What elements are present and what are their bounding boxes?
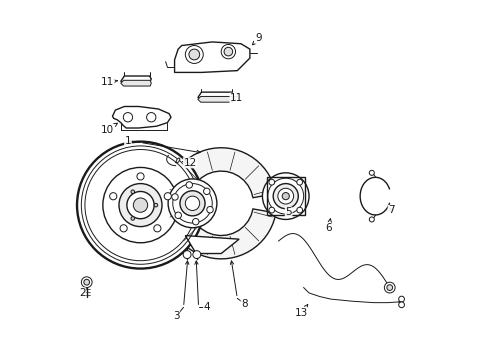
Text: 4: 4 bbox=[203, 302, 210, 312]
Circle shape bbox=[192, 251, 201, 258]
Polygon shape bbox=[185, 235, 239, 253]
Circle shape bbox=[203, 188, 209, 194]
Circle shape bbox=[109, 193, 117, 200]
Circle shape bbox=[180, 191, 204, 216]
Circle shape bbox=[146, 113, 156, 122]
Polygon shape bbox=[121, 80, 151, 86]
Text: 10: 10 bbox=[101, 123, 117, 135]
Text: 3: 3 bbox=[173, 311, 179, 321]
Polygon shape bbox=[112, 107, 171, 128]
Text: 8: 8 bbox=[241, 299, 247, 309]
Circle shape bbox=[398, 296, 404, 302]
Polygon shape bbox=[175, 158, 180, 163]
Polygon shape bbox=[165, 148, 275, 259]
Circle shape bbox=[224, 47, 232, 56]
Circle shape bbox=[368, 170, 373, 175]
Circle shape bbox=[154, 203, 158, 207]
Circle shape bbox=[131, 217, 134, 220]
Circle shape bbox=[175, 212, 181, 219]
Circle shape bbox=[81, 277, 92, 288]
Circle shape bbox=[137, 173, 144, 180]
Circle shape bbox=[268, 179, 274, 185]
Circle shape bbox=[386, 285, 392, 291]
Circle shape bbox=[185, 182, 192, 188]
Text: 13: 13 bbox=[295, 305, 308, 318]
Circle shape bbox=[221, 44, 235, 59]
Circle shape bbox=[171, 194, 178, 200]
Circle shape bbox=[185, 196, 199, 211]
Circle shape bbox=[296, 179, 302, 185]
Circle shape bbox=[126, 192, 154, 219]
Circle shape bbox=[282, 193, 289, 200]
Circle shape bbox=[120, 225, 127, 232]
Circle shape bbox=[77, 141, 203, 269]
Circle shape bbox=[268, 207, 274, 213]
Circle shape bbox=[133, 198, 147, 212]
Text: 12: 12 bbox=[182, 158, 196, 168]
Circle shape bbox=[153, 225, 161, 232]
Polygon shape bbox=[121, 76, 151, 83]
Circle shape bbox=[83, 279, 89, 285]
Circle shape bbox=[188, 49, 199, 60]
Circle shape bbox=[183, 251, 191, 258]
Text: 9: 9 bbox=[252, 33, 262, 45]
Circle shape bbox=[277, 188, 293, 204]
Circle shape bbox=[384, 282, 394, 293]
Polygon shape bbox=[198, 96, 233, 102]
Circle shape bbox=[168, 179, 217, 228]
Text: 5: 5 bbox=[285, 207, 291, 217]
Circle shape bbox=[273, 184, 298, 209]
Text: 6: 6 bbox=[325, 219, 331, 233]
Circle shape bbox=[123, 113, 132, 122]
Polygon shape bbox=[198, 92, 233, 99]
Circle shape bbox=[296, 207, 302, 213]
Circle shape bbox=[131, 190, 134, 194]
Circle shape bbox=[398, 302, 404, 308]
Circle shape bbox=[192, 219, 199, 225]
Circle shape bbox=[206, 207, 213, 213]
Circle shape bbox=[119, 184, 162, 226]
Text: 1: 1 bbox=[124, 136, 131, 145]
Circle shape bbox=[262, 173, 308, 220]
Text: 7: 7 bbox=[387, 206, 394, 216]
Text: 11: 11 bbox=[101, 77, 117, 87]
Circle shape bbox=[185, 45, 203, 63]
Circle shape bbox=[368, 217, 373, 222]
Circle shape bbox=[164, 193, 171, 200]
Text: 2: 2 bbox=[79, 288, 86, 298]
Polygon shape bbox=[174, 42, 249, 72]
Text: 11: 11 bbox=[229, 93, 243, 103]
